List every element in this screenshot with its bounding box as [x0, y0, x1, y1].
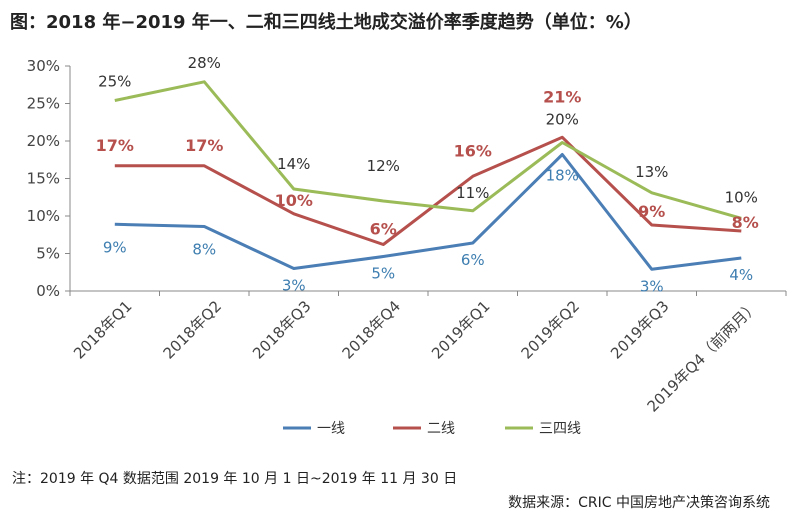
data-label: 3% — [640, 277, 664, 295]
data-label: 9% — [103, 238, 127, 256]
x-tick-label: 2018年Q1 — [70, 297, 135, 362]
footnote: 注：2019 年 Q4 数据范围 2019 年 10 月 1 日~2019 年 … — [12, 471, 458, 487]
axes: 0% 5% 10% 15% 20% 25% 30% 2018年Q1 2018年Q2 2018年Q3… — [27, 57, 787, 416]
chart-title: 图：2018 年−2019 年一、二和三四线土地成交溢价率季度趋势（单位：%） — [10, 12, 642, 33]
data-label: 8% — [732, 213, 759, 232]
data-label: 11% — [456, 184, 489, 202]
series-lines — [114, 80, 742, 271]
legend-label: 一线 — [317, 421, 345, 437]
data-label: 6% — [370, 220, 397, 239]
data-label: 12% — [367, 157, 400, 175]
data-label: 18% — [546, 167, 579, 185]
y-tick-label: 5% — [36, 245, 60, 263]
y-tick-label: 20% — [27, 132, 60, 150]
data-label: 3% — [282, 277, 306, 295]
data-label: 8% — [192, 241, 216, 259]
y-tick-label: 0% — [36, 282, 60, 300]
x-tick-label: 2019年Q1 — [428, 297, 493, 362]
series-line-三四线 — [114, 80, 742, 220]
legend-label: 三四线 — [539, 421, 581, 437]
x-tick-label: 2019年Q3 — [607, 297, 672, 362]
data-label: 28% — [188, 54, 221, 72]
data-label: 20% — [546, 111, 579, 129]
data-label: 17% — [185, 136, 223, 155]
data-label: 25% — [98, 73, 131, 91]
data-label: 10% — [725, 188, 758, 206]
data-label: 6% — [461, 251, 485, 269]
legend-label: 二线 — [427, 421, 455, 437]
legend: 一线 二线 三四线 — [283, 421, 581, 437]
x-tick-label: 2018年Q4 — [339, 297, 404, 362]
data-label: 14% — [277, 155, 310, 173]
y-tick-label: 30% — [27, 57, 60, 75]
series-line-二线 — [114, 135, 742, 246]
data-labels: 9% 8% 3% 5% 6% 18% 3% 4% 17% 17% 10% 6% 16% 21% 9% 8% 25… — [96, 54, 759, 296]
x-tick-label: 2018年Q2 — [160, 297, 225, 362]
data-label: 4% — [729, 266, 753, 284]
data-label: 16% — [454, 141, 492, 160]
y-tick-label: 10% — [27, 207, 60, 225]
data-label: 10% — [275, 191, 313, 210]
data-label: 13% — [635, 163, 668, 181]
y-tick-label: 25% — [27, 95, 60, 113]
data-label: 5% — [371, 265, 395, 283]
x-tick-label: 2019年Q2 — [518, 297, 583, 362]
data-label: 9% — [638, 202, 665, 221]
source-note: 数据来源：CRIC 中国房地产决策咨询系统 — [508, 495, 770, 511]
data-label: 17% — [96, 136, 134, 155]
x-tick-label: 2018年Q3 — [249, 297, 314, 362]
y-tick-label: 15% — [27, 170, 60, 188]
data-label: 21% — [543, 87, 581, 106]
series-line-一线 — [114, 153, 742, 271]
